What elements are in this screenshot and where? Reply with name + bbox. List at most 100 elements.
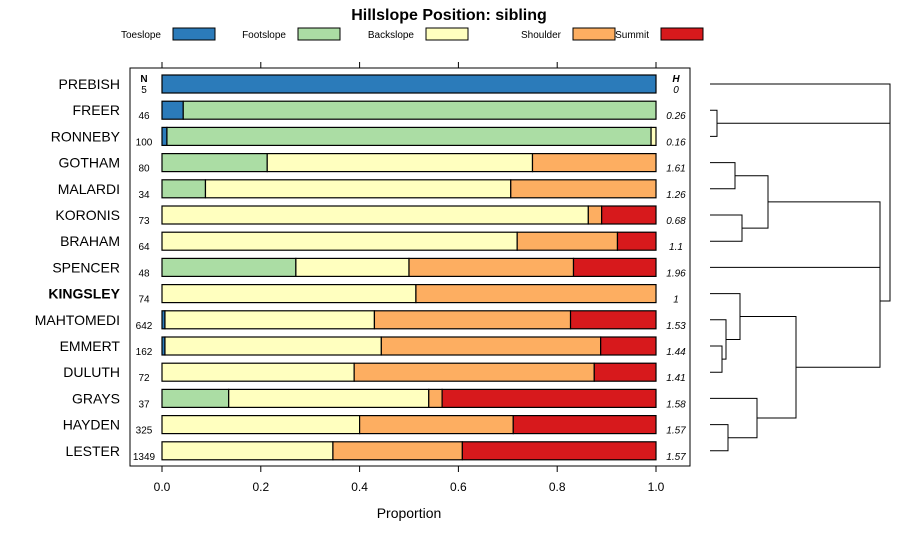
row-h: 1.61 — [666, 164, 685, 175]
row-h: 1 — [673, 295, 679, 306]
h-header: H — [672, 74, 680, 85]
bar-row-malardi: MALARDI 34 1.26 — [58, 179, 686, 201]
row-h: 1.57 — [666, 452, 686, 463]
legend-swatch-shoulder — [572, 27, 616, 41]
legend-label-shoulder: Shoulder — [521, 30, 562, 41]
x-axis-label: Proportion — [377, 505, 442, 521]
chart-title: Hillslope Position: sibling — [351, 7, 547, 24]
bar-segment-shoulder — [359, 415, 514, 435]
dendrogram-branch — [710, 345, 723, 373]
plot-panel — [129, 67, 691, 467]
dendrogram-branch — [710, 293, 741, 340]
bar-segment-summit — [569, 310, 657, 330]
bar-segment-backslope — [164, 336, 382, 356]
row-h: 0.68 — [666, 216, 686, 227]
row-n: 64 — [138, 242, 150, 253]
legend-swatch-footslope — [297, 27, 341, 41]
bar-segment-shoulder — [353, 362, 595, 382]
row-label: KORONIS — [55, 207, 120, 223]
bar-row-lester: LESTER 1349 1.57 — [66, 441, 686, 463]
bar-segment-footslope — [161, 257, 297, 277]
row-n: 48 — [138, 268, 150, 279]
bar-segment-shoulder — [373, 310, 572, 330]
bar-segment-shoulder — [516, 231, 619, 251]
row-h: 1.1 — [669, 242, 683, 253]
bar-segment-footslope — [161, 179, 207, 199]
row-label: DULUTH — [63, 364, 120, 380]
row-label: MALARDI — [58, 181, 120, 197]
legend-label-backslope: Backslope — [368, 30, 415, 41]
legend-label-footslope: Footslope — [242, 30, 286, 41]
legend-swatch-backslope — [425, 27, 469, 41]
bar-segment-summit — [616, 231, 657, 251]
row-label: GOTHAM — [59, 155, 120, 171]
bar-row-spencer: SPENCER 48 1.96 — [52, 257, 686, 279]
bar-segment-shoulder — [380, 336, 602, 356]
bar-row-prebish: PREBISH 5 0 — [59, 74, 679, 96]
row-label: HAYDEN — [63, 417, 120, 433]
row-n: 46 — [138, 111, 150, 122]
dendrogram-branch — [710, 162, 736, 190]
row-label: BRAHAM — [60, 233, 120, 249]
dendrogram-branch — [710, 397, 758, 439]
row-label: RONNEBY — [51, 128, 121, 144]
row-n: 80 — [138, 164, 150, 175]
bar-row-mahtomedi: MAHTOMEDI 642 1.53 — [35, 310, 686, 332]
dendrogram-branch — [735, 175, 769, 229]
x-tick-label: 1.0 — [648, 480, 665, 494]
bar-segment-shoulder — [415, 284, 657, 304]
x-tick-label: 0.0 — [154, 480, 171, 494]
row-n: 74 — [138, 295, 150, 306]
dendrogram-branch — [710, 214, 743, 242]
dendrogram-branch — [710, 319, 727, 360]
bar-segment-shoulder — [428, 388, 443, 408]
dendrogram-branch — [710, 83, 891, 124]
row-h: 1.41 — [666, 373, 685, 384]
bar-segment-backslope — [161, 231, 518, 251]
row-h: 1.44 — [666, 347, 686, 358]
row-h: 1.53 — [666, 321, 686, 332]
bar-segment-summit — [593, 362, 657, 382]
row-n: 100 — [136, 137, 153, 148]
bar-segment-backslope — [161, 284, 417, 304]
bar-segment-shoulder — [587, 205, 603, 225]
bar-segment-summit — [512, 415, 657, 435]
x-tick-label: 0.8 — [549, 480, 566, 494]
row-n: 325 — [136, 426, 153, 437]
bar-segment-toeslope — [161, 74, 657, 94]
bar-row-gotham: GOTHAM 80 1.61 — [59, 153, 686, 175]
bar-segment-backslope — [650, 126, 657, 147]
row-h: 0.16 — [666, 137, 686, 148]
bar-segment-summit — [601, 205, 657, 225]
bar-segment-backslope — [161, 441, 334, 461]
bar-segment-backslope — [295, 257, 410, 277]
bar-segment-summit — [600, 336, 657, 356]
dendrogram-branch — [710, 109, 718, 137]
dendrogram-branch — [710, 201, 881, 268]
bar-segment-footslope — [182, 100, 657, 120]
bar-row-braham: BRAHAM 64 1.1 — [60, 231, 683, 253]
row-n: 34 — [138, 190, 150, 201]
bar-segment-footslope — [161, 153, 268, 173]
bar-segment-shoulder — [510, 179, 657, 199]
bar-segment-backslope — [164, 310, 376, 330]
bar-row-grays: GRAYS 37 1.58 — [72, 388, 686, 410]
bar-segment-shoulder — [531, 153, 657, 173]
row-label: PREBISH — [59, 76, 120, 92]
bar-row-freer: FREER 46 0.26 — [73, 100, 686, 122]
dendrogram-branch — [796, 234, 881, 368]
bar-segment-backslope — [228, 388, 430, 408]
bar-row-hayden: HAYDEN 325 1.57 — [63, 415, 686, 437]
legend-swatch-summit — [660, 27, 704, 41]
bar-row-emmert: EMMERT 162 1.44 — [60, 336, 686, 358]
row-h: 1.96 — [666, 268, 686, 279]
dendrogram-branch — [740, 316, 797, 419]
dendrogram-branch — [710, 424, 729, 452]
bar-segment-footslope — [161, 388, 230, 408]
row-h: 0.26 — [666, 111, 686, 122]
legend-swatch-toeslope — [172, 27, 216, 41]
bar-segment-backslope — [161, 362, 355, 382]
bar-segment-backslope — [161, 205, 589, 225]
legend-label-toeslope: Toeslope — [121, 30, 161, 41]
bar-segment-footslope — [166, 126, 652, 147]
